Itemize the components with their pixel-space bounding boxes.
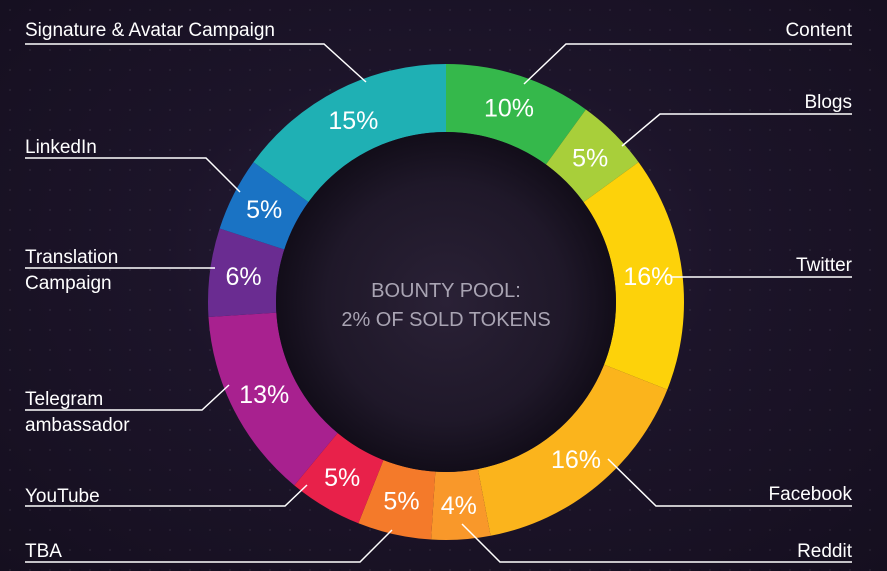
slice-blogs <box>545 109 639 203</box>
leader-line <box>25 484 308 507</box>
category-label: Twitter <box>796 255 853 276</box>
category-label: TBA <box>25 541 62 562</box>
slice-linkedin <box>219 162 309 250</box>
slice-facebook <box>477 364 668 536</box>
slice-value-label: 5% <box>324 464 360 492</box>
leader-line <box>621 113 852 147</box>
slice-value-label: 15% <box>328 107 378 135</box>
slice-content <box>446 64 586 165</box>
category-label: YouTube <box>25 486 100 507</box>
category-label: Signature & Avatar Campaign <box>25 20 275 41</box>
slice-value-labels: 10% 5% 16% 16% 4% 5% 5% 13% 6% 5% 15% <box>226 95 674 521</box>
category-label: LinkedIn <box>25 137 97 158</box>
category-labels: Content Blogs Twitter Facebook Reddit TBA YouT… <box>25 20 853 562</box>
leader-line <box>25 157 241 193</box>
slice-value-label: 10% <box>484 95 534 123</box>
category-label: Content <box>785 20 852 41</box>
slice-value-label: 5% <box>246 196 282 224</box>
category-label: Reddit <box>797 541 853 562</box>
category-label: Blogs <box>804 92 852 113</box>
slice-value-label: 6% <box>226 263 262 291</box>
slice-twitter <box>583 162 684 390</box>
center-text-line-2: 2% OF SOLD TOKENS <box>341 309 550 331</box>
slice-tba <box>358 460 436 540</box>
slice-value-label: 16% <box>623 263 673 291</box>
leader-line <box>25 384 230 411</box>
slice-value-label: 13% <box>239 381 289 409</box>
leader-lines <box>25 43 852 563</box>
category-label: ambassador <box>25 415 130 436</box>
slice-signature-avatar-campaign <box>253 64 446 203</box>
slice-value-label: 16% <box>551 446 601 474</box>
donut-hole <box>276 132 616 472</box>
leader-line <box>25 529 393 563</box>
donut-slices <box>208 64 684 540</box>
center-text-line-1: BOUNTY POOL: <box>371 280 521 302</box>
slice-youtube <box>294 432 384 524</box>
category-label: Translation <box>25 247 118 268</box>
category-label: Telegram <box>25 389 103 410</box>
leader-line <box>25 43 367 83</box>
slice-reddit <box>431 468 491 540</box>
slice-value-label: 5% <box>572 144 608 172</box>
leader-line <box>607 458 852 507</box>
slice-value-label: 5% <box>383 488 419 516</box>
category-label: Facebook <box>769 484 853 505</box>
leader-line <box>523 43 852 85</box>
slice-value-label: 4% <box>441 492 477 520</box>
leader-line <box>461 523 852 563</box>
slice-translation-campaign <box>208 228 285 317</box>
slice-telegram-ambassador <box>208 312 338 486</box>
category-label: Campaign <box>25 273 112 294</box>
